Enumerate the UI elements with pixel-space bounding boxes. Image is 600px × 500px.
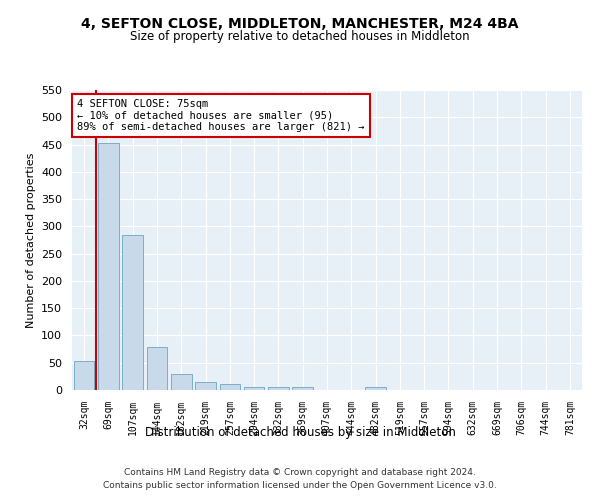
Text: Contains public sector information licensed under the Open Government Licence v3: Contains public sector information licen… — [103, 482, 497, 490]
Bar — [268, 388, 289, 390]
Bar — [292, 386, 313, 390]
Bar — [122, 235, 143, 390]
Bar — [171, 374, 191, 390]
Text: 4, SEFTON CLOSE, MIDDLETON, MANCHESTER, M24 4BA: 4, SEFTON CLOSE, MIDDLETON, MANCHESTER, … — [81, 18, 519, 32]
Bar — [195, 382, 216, 390]
Bar — [244, 388, 265, 390]
Text: Contains HM Land Registry data © Crown copyright and database right 2024.: Contains HM Land Registry data © Crown c… — [124, 468, 476, 477]
Bar — [146, 348, 167, 390]
Bar — [74, 361, 94, 390]
Text: 4 SEFTON CLOSE: 75sqm
← 10% of detached houses are smaller (95)
89% of semi-deta: 4 SEFTON CLOSE: 75sqm ← 10% of detached … — [77, 99, 365, 132]
Text: Distribution of detached houses by size in Middleton: Distribution of detached houses by size … — [145, 426, 455, 439]
Text: Size of property relative to detached houses in Middleton: Size of property relative to detached ho… — [130, 30, 470, 43]
Bar — [98, 144, 119, 390]
Bar — [220, 384, 240, 390]
Bar — [365, 388, 386, 390]
Y-axis label: Number of detached properties: Number of detached properties — [26, 152, 35, 328]
